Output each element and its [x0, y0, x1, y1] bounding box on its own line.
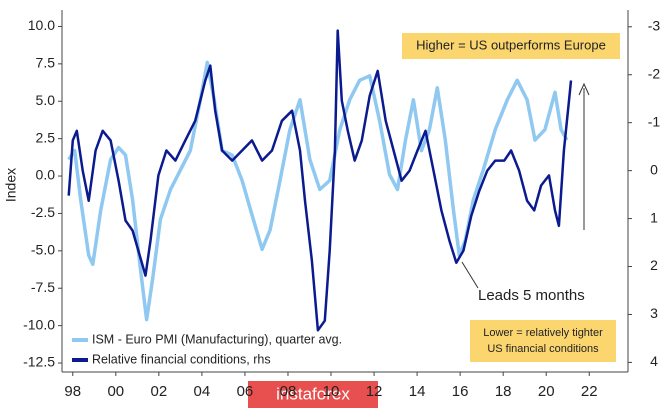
- y2-tick-label: 4: [650, 353, 658, 369]
- y-tick-label: -12.5: [23, 354, 55, 370]
- watermark-box: [248, 381, 378, 408]
- x-tick-label: 04: [194, 383, 211, 400]
- x-tick-label: 02: [151, 383, 168, 400]
- y-tick-label: -10.0: [23, 316, 55, 332]
- legend-label: Relative financial conditions, rhs: [92, 352, 271, 366]
- arrow-head: [578, 82, 590, 96]
- y-tick-label: -7.5: [31, 279, 55, 295]
- annotation-box: [470, 320, 616, 362]
- y-tick-label: 5.0: [36, 92, 56, 108]
- x-tick-label: 10: [323, 383, 340, 400]
- y2-tick-label: -2: [648, 65, 661, 81]
- y-tick-label: -2.5: [31, 204, 55, 220]
- annotation: Leads 5 months: [478, 287, 585, 304]
- x-tick-label: 06: [237, 383, 254, 400]
- y2-tick-label: 3: [650, 305, 658, 321]
- leader-line: [461, 261, 479, 289]
- y2-tick-label: 1: [650, 209, 658, 225]
- annotation: US financial conditions: [487, 343, 599, 355]
- y-tick-label: 7.5: [36, 55, 56, 71]
- y-axis-label: Index: [3, 168, 19, 202]
- series-line: [67, 60, 569, 322]
- y-tick-label: 0.0: [36, 167, 56, 183]
- x-tick-label: 00: [107, 383, 124, 400]
- legend-label: ISM - Euro PMI (Manufacturing), quarter …: [92, 332, 342, 346]
- x-tick-label: 22: [581, 383, 598, 400]
- x-tick-label: 16: [452, 383, 469, 400]
- y2-tick-label: 0: [650, 161, 658, 177]
- annotation-box: [402, 33, 620, 59]
- annotation: Higher = US outperforms Europe: [416, 37, 606, 52]
- y-tick-label: -5.0: [31, 242, 55, 258]
- y2-tick-label: -3: [648, 17, 661, 33]
- y2-tick-label: 2: [650, 257, 658, 273]
- y-tick-label: 2.5: [36, 129, 56, 145]
- x-tick-label: 12: [366, 383, 383, 400]
- x-tick-label: 14: [409, 383, 426, 400]
- series-line: [67, 29, 573, 332]
- annotation: Lower = relatively tighter: [483, 327, 603, 339]
- x-tick-label: 08: [280, 383, 297, 400]
- x-tick-label: 98: [64, 383, 81, 400]
- x-tick-label: 18: [495, 383, 512, 400]
- watermark: instaforex: [276, 384, 350, 403]
- x-tick-label: 20: [538, 383, 555, 400]
- y2-tick-label: -1: [648, 113, 661, 129]
- y-tick-label: 10.0: [28, 17, 55, 33]
